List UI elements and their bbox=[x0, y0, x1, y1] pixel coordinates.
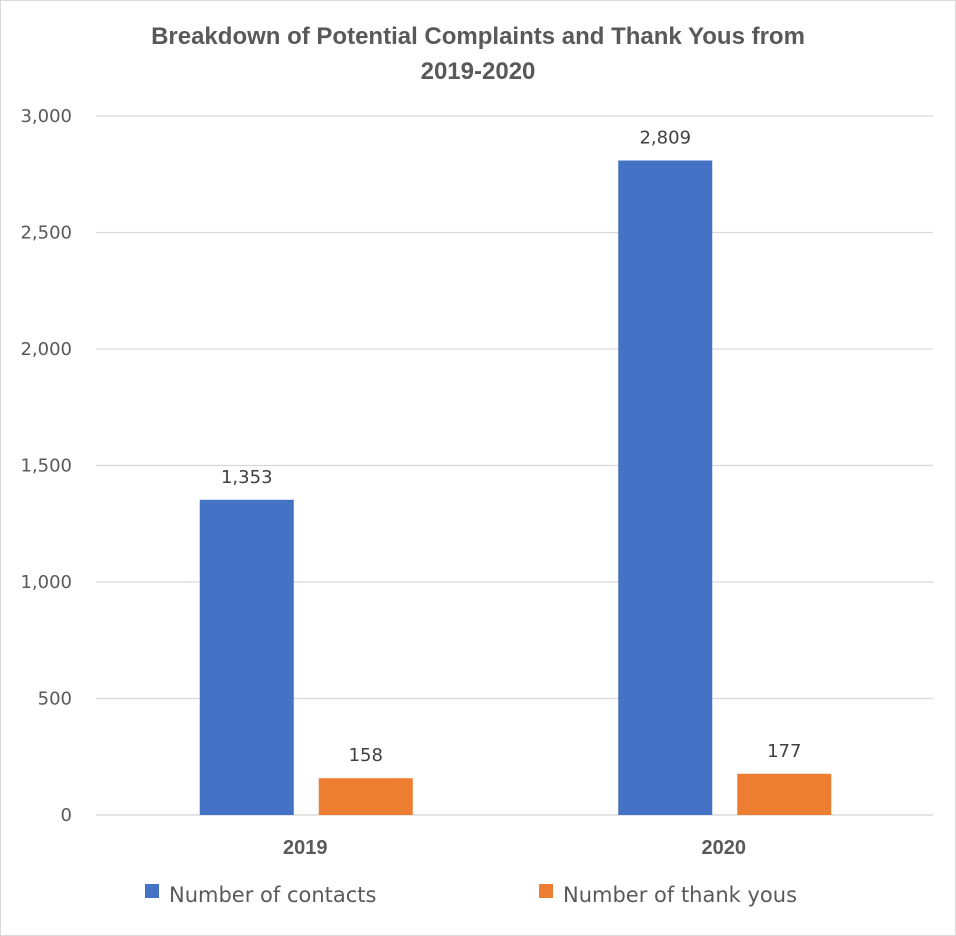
legend-label: Number of thank yous bbox=[563, 883, 797, 907]
y-tick-label: 1,000 bbox=[20, 572, 72, 593]
data-labels: 1,353 158 2,809 177 bbox=[221, 128, 801, 767]
bar-2020-contacts bbox=[618, 160, 713, 816]
bar-2019-thank-yous bbox=[318, 778, 413, 815]
legend-swatch-thank-yous bbox=[539, 884, 553, 898]
bar-2020-thank-yous bbox=[737, 773, 832, 815]
legend-label: Number of contacts bbox=[169, 883, 376, 907]
chart-title-line-1: Breakdown of Potential Complaints and Th… bbox=[151, 23, 805, 50]
x-axis-categories: 2019 2020 bbox=[283, 837, 746, 859]
data-label: 1,353 bbox=[221, 467, 273, 488]
data-label: 158 bbox=[349, 745, 383, 766]
legend-swatch-contacts bbox=[145, 884, 159, 898]
y-tick-label: 2,000 bbox=[20, 339, 72, 360]
y-tick-label: 500 bbox=[38, 689, 72, 710]
y-tick-label: 2,500 bbox=[20, 223, 72, 244]
legend: Number of contacts Number of thank yous bbox=[145, 883, 797, 907]
y-tick-label: 3,000 bbox=[20, 106, 72, 127]
x-category-label: 2019 bbox=[283, 837, 328, 859]
bar-2019-contacts bbox=[199, 499, 294, 815]
data-label: 177 bbox=[767, 741, 801, 762]
data-label: 2,809 bbox=[639, 128, 691, 149]
chart-title-line-2: 2019-2020 bbox=[421, 58, 536, 85]
y-tick-label: 0 bbox=[61, 805, 72, 826]
bars bbox=[199, 160, 832, 816]
x-category-label: 2020 bbox=[702, 837, 747, 859]
y-tick-label: 1,500 bbox=[20, 456, 72, 477]
y-axis-ticks: 0 500 1,000 1,500 2,000 2,500 3,000 bbox=[20, 106, 72, 826]
